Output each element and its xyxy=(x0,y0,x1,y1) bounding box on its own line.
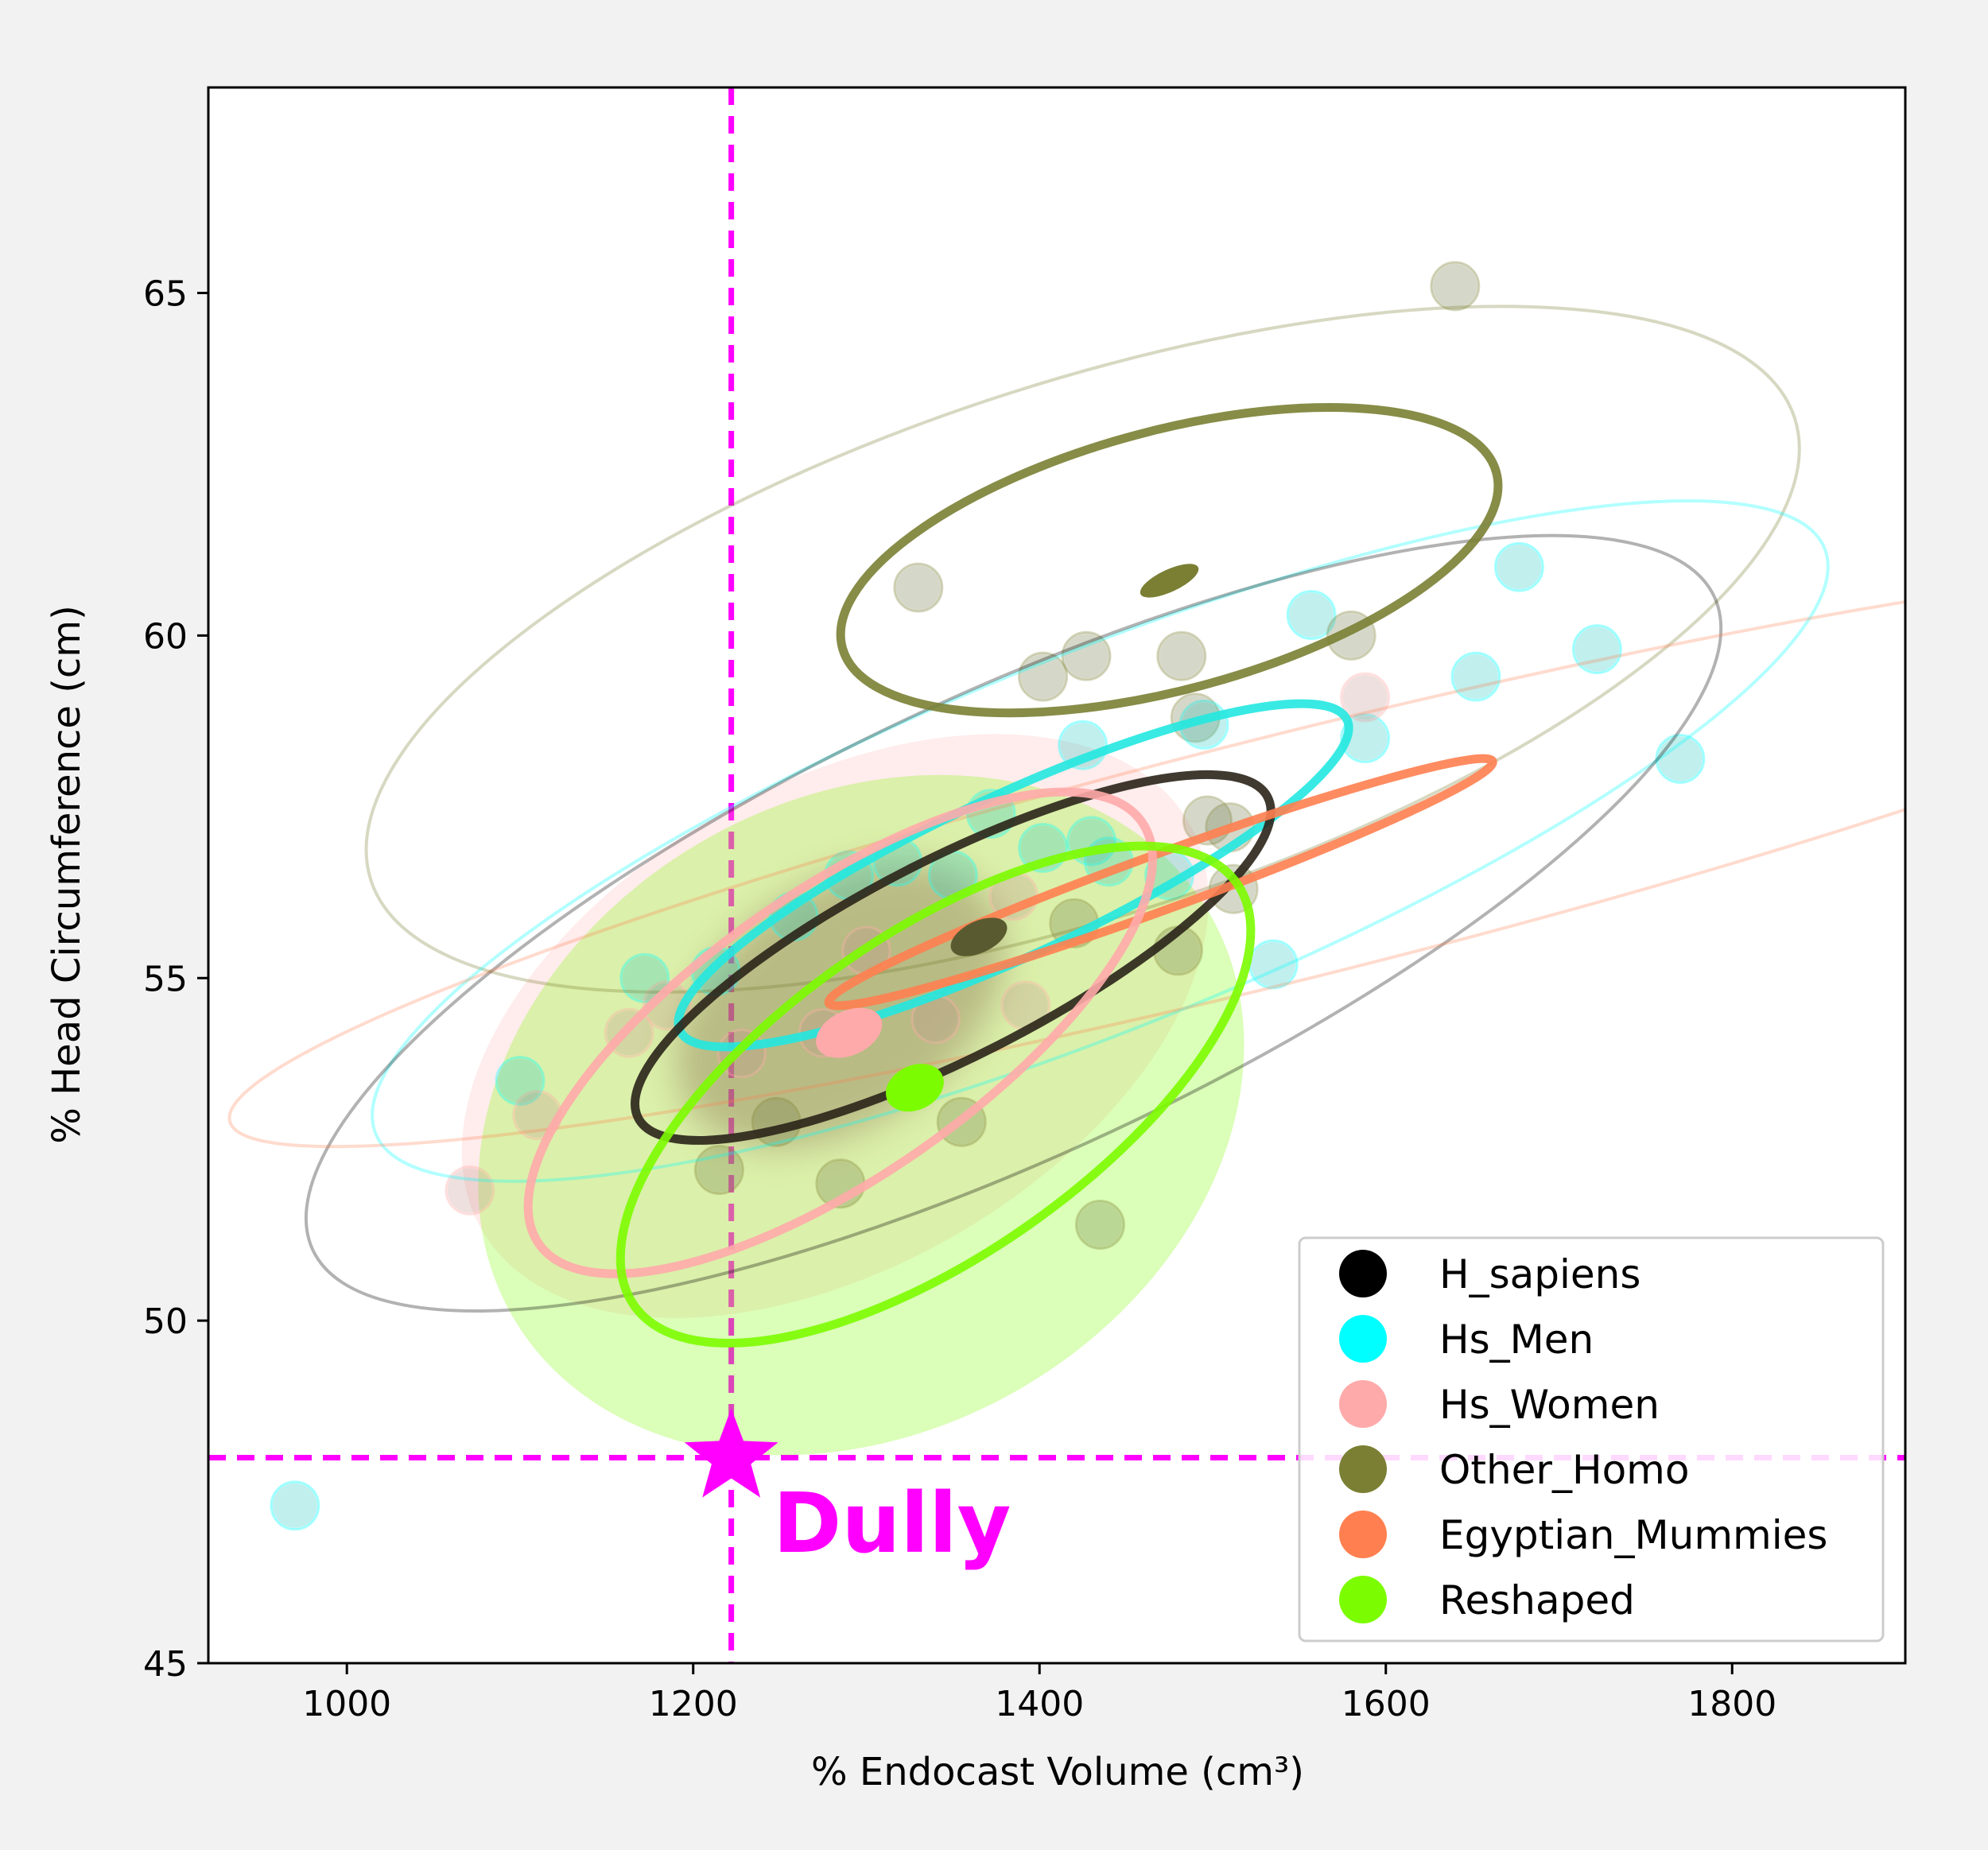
data-point-shade xyxy=(1657,736,1703,781)
data-point-shade xyxy=(895,565,941,611)
data-point-shade xyxy=(497,1058,542,1103)
y-tick-label: 60 xyxy=(143,616,188,657)
data-point-shade xyxy=(697,1147,742,1193)
y-tick-label: 45 xyxy=(143,1644,188,1685)
inner-ellipse-other_homo xyxy=(836,403,1503,718)
legend-marker-hs_men xyxy=(1339,1315,1387,1363)
data-point-other_homo xyxy=(1061,630,1112,681)
data-point-shade xyxy=(1342,716,1388,761)
data-point-other_homo xyxy=(1074,1199,1125,1250)
legend-marker-hs_women xyxy=(1339,1380,1387,1428)
mean-marker-h_sapiens xyxy=(950,917,1008,956)
data-point-shade xyxy=(1342,674,1388,719)
inner-ellipse-reshaped xyxy=(615,841,1256,1348)
data-point-hs_women xyxy=(1340,672,1391,723)
legend-label: Other_Homo xyxy=(1439,1447,1689,1493)
mean-marker-other_homo xyxy=(1140,564,1199,598)
data-point-shade xyxy=(272,1483,317,1528)
data-point-shade xyxy=(1289,592,1334,638)
data-point-other_homo xyxy=(1430,261,1481,312)
data-point-shade xyxy=(622,956,667,1001)
inner-ellipse-hs_women xyxy=(523,787,1157,1278)
data-point-shade xyxy=(1251,942,1296,987)
y-tick-label: 65 xyxy=(143,274,188,315)
data-point-other_homo xyxy=(893,562,944,613)
star-marker xyxy=(684,1408,779,1498)
legend-label: H_sapiens xyxy=(1439,1251,1640,1297)
legend-marker-h_sapiens xyxy=(1339,1250,1387,1297)
legend-marker-egyptian_mummies xyxy=(1339,1511,1387,1558)
data-point-other_homo xyxy=(1156,630,1207,681)
legend-label: Hs_Men xyxy=(1439,1317,1594,1363)
data-point-shade xyxy=(1020,654,1066,700)
x-tick-label: 1000 xyxy=(302,1684,391,1724)
data-point-hs_men xyxy=(1493,541,1544,592)
legend-label: Egyptian_Mummies xyxy=(1439,1512,1827,1558)
data-point-other_homo xyxy=(693,1145,744,1196)
legend-marker-other_homo xyxy=(1339,1445,1387,1493)
legend: H_sapiens Hs_Men Hs_Women Other_Homo Egyptia… xyxy=(1298,1236,1885,1643)
annotation-label: Dully xyxy=(773,1475,1011,1572)
y-axis-label: % Head Circumference (cm) xyxy=(45,605,89,1144)
x-axis-label: % Endocast Volume (cm³) xyxy=(811,1750,1304,1794)
data-point-shade xyxy=(1003,983,1048,1028)
data-point-hs_men xyxy=(1286,590,1337,641)
inner-ellipse-h_sapiens xyxy=(631,770,1276,1145)
data-point-shade xyxy=(1453,654,1498,700)
legend-box xyxy=(1298,1236,1885,1643)
data-point-hs_men xyxy=(270,1480,320,1531)
data-point-hs_men xyxy=(1655,734,1706,785)
data-point-hs_men xyxy=(619,952,670,1003)
data-point-hs_women xyxy=(445,1165,495,1216)
outer-ellipse-h_sapiens xyxy=(304,533,1723,1313)
y-tick-label: 55 xyxy=(143,959,188,999)
data-point-other_homo xyxy=(1018,651,1069,702)
data-point-hs_men xyxy=(1571,624,1622,675)
outer-ellipse-other_homo xyxy=(364,304,1801,994)
y-tick-label: 50 xyxy=(143,1301,188,1342)
legend-marker-reshaped xyxy=(1339,1576,1387,1623)
x-tick-label: 1200 xyxy=(649,1684,738,1724)
mean-marker-hs_women xyxy=(816,1007,883,1058)
data-point-hs_men xyxy=(495,1056,546,1107)
data-point-hs_men xyxy=(1450,651,1501,702)
data-point-shade xyxy=(913,996,958,1041)
outer-ellipse-egyptian_mummies xyxy=(227,561,1905,1149)
legend-label: Hs_Women xyxy=(1439,1382,1660,1428)
data-point-shade xyxy=(1432,263,1477,308)
data-point-shade xyxy=(930,853,976,898)
legend-label: Reshaped xyxy=(1439,1577,1635,1623)
data-point-shade xyxy=(514,1092,560,1138)
x-tick-label: 1600 xyxy=(1342,1684,1431,1724)
data-point-shade xyxy=(447,1168,492,1213)
plot-frame xyxy=(207,86,1907,1665)
data-point-shade xyxy=(1574,626,1620,672)
data-point-shade xyxy=(1159,634,1204,679)
mean-marker-reshaped xyxy=(886,1064,944,1112)
data-point-hs_men xyxy=(1340,713,1391,764)
data-point-shade xyxy=(1064,634,1109,679)
data-point-shade xyxy=(1077,1202,1123,1247)
data-point-shade xyxy=(1497,545,1542,590)
x-tick-label: 1800 xyxy=(1687,1684,1776,1724)
x-tick-label: 1400 xyxy=(995,1684,1084,1724)
outer-ellipse-hs_men xyxy=(371,499,1830,1183)
